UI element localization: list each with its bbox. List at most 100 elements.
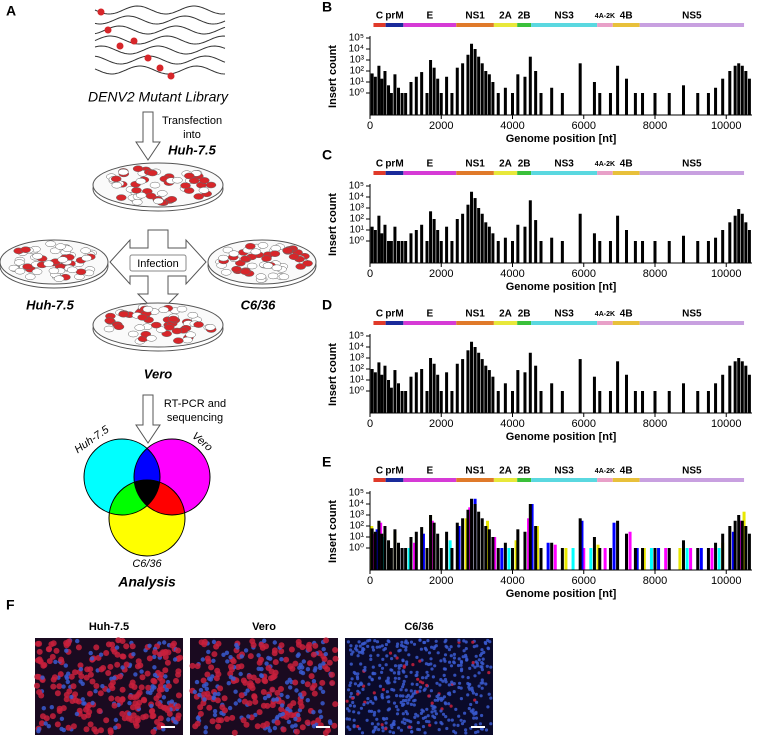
cell	[127, 711, 132, 716]
step-text: Transfection	[162, 115, 222, 127]
gene-label: E	[426, 159, 433, 170]
spike	[728, 222, 732, 263]
cell	[354, 644, 358, 648]
cell	[404, 674, 408, 679]
spike	[496, 548, 500, 570]
cell	[415, 690, 419, 694]
cell	[415, 655, 419, 660]
cell	[390, 657, 394, 661]
cell	[352, 718, 356, 722]
cell	[128, 717, 135, 723]
cell	[483, 640, 487, 645]
cell	[462, 649, 466, 653]
gene-segment	[493, 478, 518, 482]
cell	[31, 268, 43, 275]
cell	[399, 688, 403, 692]
cell	[132, 165, 144, 172]
cell	[162, 640, 167, 645]
cell	[133, 722, 140, 729]
cell	[54, 690, 61, 697]
spike	[409, 82, 413, 115]
spike	[744, 71, 748, 115]
spike	[373, 531, 377, 570]
spike	[523, 226, 527, 263]
cell	[307, 660, 313, 667]
spike	[681, 383, 685, 413]
cell	[377, 728, 381, 732]
spike	[486, 520, 490, 570]
cell	[401, 712, 405, 716]
cell	[14, 267, 26, 275]
cell	[433, 664, 437, 668]
cell	[356, 724, 360, 729]
spike	[664, 548, 668, 570]
cell	[221, 652, 226, 657]
spike	[484, 365, 488, 413]
x-tick-label: 10000	[711, 120, 742, 132]
cell	[60, 705, 67, 712]
cell	[376, 722, 380, 726]
spike	[624, 230, 628, 263]
spike	[608, 548, 612, 570]
spike	[500, 548, 504, 570]
cell	[113, 717, 119, 723]
cell	[64, 675, 70, 681]
cell	[57, 256, 68, 263]
cell	[215, 640, 222, 647]
panel-f: F Huh-7.5 Vero C6/36	[6, 597, 493, 736]
cell	[254, 677, 261, 684]
cell	[279, 692, 284, 698]
cell	[32, 252, 43, 260]
cell	[484, 682, 488, 686]
cell	[198, 639, 205, 646]
step-text: sequencing	[167, 412, 223, 424]
cell	[401, 685, 405, 689]
rna-strand	[94, 25, 226, 35]
cell	[280, 703, 285, 708]
spike	[439, 548, 443, 570]
cell	[96, 708, 103, 714]
cell	[373, 710, 377, 715]
cell	[135, 177, 147, 185]
cell	[159, 678, 166, 685]
cell	[45, 240, 56, 248]
cell	[372, 713, 376, 717]
cell	[349, 644, 353, 648]
cell	[474, 723, 478, 727]
cell	[286, 719, 292, 725]
spike	[678, 548, 682, 570]
spike	[534, 365, 538, 413]
cell	[404, 698, 408, 703]
cell	[293, 723, 298, 728]
cell	[378, 684, 382, 688]
cell	[166, 196, 178, 203]
cell	[93, 683, 100, 689]
cell	[360, 731, 365, 735]
cell	[311, 710, 316, 715]
spike	[528, 200, 532, 263]
image-label: C6/36	[404, 621, 433, 633]
cell	[197, 692, 202, 697]
cell	[158, 306, 169, 314]
spike	[432, 522, 436, 570]
cell	[59, 726, 64, 732]
cell	[295, 638, 302, 645]
spike	[539, 93, 543, 115]
cell	[402, 670, 406, 674]
cell	[138, 684, 145, 691]
cell	[447, 702, 451, 706]
cell	[352, 704, 356, 708]
cell	[473, 665, 477, 669]
cell	[187, 311, 199, 319]
spike	[404, 548, 408, 570]
cell	[408, 725, 412, 729]
spike	[714, 87, 718, 115]
cell	[175, 671, 182, 678]
cell	[393, 676, 397, 680]
cell	[227, 705, 233, 711]
cell	[323, 637, 329, 644]
cell	[473, 698, 477, 702]
spike	[744, 365, 748, 413]
gene-segment	[403, 171, 457, 175]
cell	[464, 728, 468, 732]
